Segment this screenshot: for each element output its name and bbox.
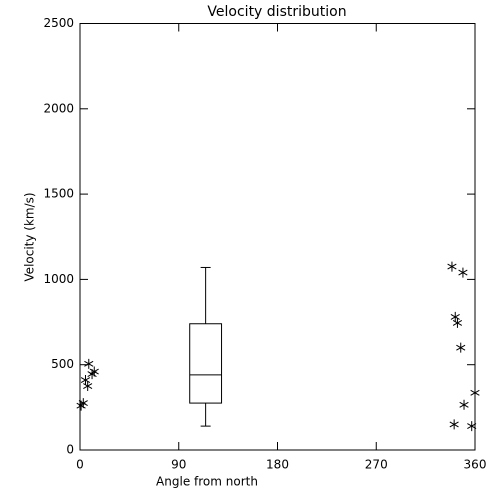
point bbox=[78, 398, 88, 409]
point bbox=[458, 267, 468, 278]
point bbox=[459, 399, 469, 410]
point bbox=[450, 311, 460, 322]
point bbox=[452, 317, 463, 328]
y-tick-label: 0 bbox=[66, 443, 74, 457]
y-tick-label: 1500 bbox=[43, 187, 74, 201]
point bbox=[449, 419, 459, 430]
y-tick-label: 2000 bbox=[43, 101, 74, 115]
point bbox=[447, 261, 457, 272]
y-tick-label: 2500 bbox=[43, 16, 74, 30]
point bbox=[467, 421, 477, 432]
x-tick-label: 90 bbox=[171, 458, 186, 472]
x-tick-label: 270 bbox=[365, 458, 388, 472]
point bbox=[84, 358, 94, 369]
x-tick-label: 180 bbox=[266, 458, 289, 472]
point bbox=[83, 381, 93, 392]
x-tick-label: 360 bbox=[464, 458, 487, 472]
x-axis-label: Angle from north bbox=[156, 475, 258, 489]
point bbox=[80, 375, 91, 386]
y-tick-label: 1000 bbox=[43, 272, 74, 286]
y-tick-label: 500 bbox=[51, 357, 74, 371]
x-tick-label: 0 bbox=[76, 458, 84, 472]
point bbox=[470, 387, 480, 398]
point bbox=[456, 342, 466, 353]
y-axis-label: Velocity (km/s) bbox=[23, 192, 37, 281]
chart-title: Velocity distribution bbox=[207, 4, 346, 20]
point bbox=[89, 366, 99, 377]
